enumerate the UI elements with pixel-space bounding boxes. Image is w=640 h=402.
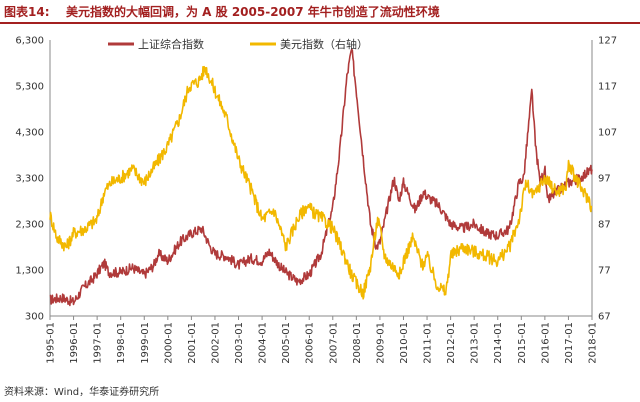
- x-tick-label: 1998-01: [116, 322, 127, 364]
- x-tick-label: 2003-01: [234, 322, 245, 364]
- x-tick-label: 2018-01: [588, 322, 599, 364]
- x-tick-label: 2006-01: [305, 322, 316, 364]
- left-y-tick-label: 5,300: [15, 82, 44, 93]
- x-tick-label: 2009-01: [375, 322, 386, 364]
- right-y-tick-label: 87: [598, 220, 611, 231]
- left-y-tick-label: 2,300: [15, 220, 44, 231]
- left-y-tick-label: 6,300: [15, 36, 44, 47]
- x-tick-label: 2004-01: [258, 322, 269, 364]
- right-y-tick-label: 117: [598, 82, 617, 93]
- x-tick-label: 2000-01: [163, 322, 174, 364]
- left-y-tick-label: 300: [25, 312, 44, 323]
- shanghai-index-line: [49, 48, 593, 307]
- x-tick-label: 1995-01: [46, 322, 57, 364]
- left-y-tick-label: 4,300: [15, 128, 44, 139]
- right-y-tick-label: 127: [598, 36, 617, 47]
- left-y-tick-label: 3,300: [15, 174, 44, 185]
- x-tick-label: 2010-01: [399, 322, 410, 364]
- x-tick-label: 2013-01: [470, 322, 481, 364]
- x-tick-label: 2012-01: [446, 322, 457, 364]
- right-y-tick-label: 97: [598, 174, 611, 185]
- right-y-tick-label: 77: [598, 266, 611, 277]
- chart-title: 美元指数的大幅回调，为 A 股 2005-2007 年牛市创造了流动性环境: [66, 5, 440, 19]
- figure-label: 图表14:: [4, 5, 50, 19]
- x-tick-label: 1997-01: [93, 322, 104, 364]
- x-tick-label: 2007-01: [328, 322, 339, 364]
- chart: 300 1,300 2,300 3,300 4,300 5,300 6,300 67 77 87 9…: [15, 36, 617, 364]
- dollar-index-line: [49, 65, 593, 300]
- legend-label-shanghai: 上证综合指数: [138, 37, 204, 51]
- left-y-tick-label: 1,300: [15, 266, 44, 277]
- right-y-tick-label: 67: [598, 312, 611, 323]
- x-tick-label: 2014-01: [493, 322, 504, 364]
- x-tick-label: 2015-01: [517, 322, 528, 364]
- x-tick-label: 2005-01: [281, 322, 292, 364]
- x-tick-label: 1996-01: [69, 322, 80, 364]
- x-tick-label: 2002-01: [210, 322, 221, 364]
- x-tick-label: 2008-01: [352, 322, 363, 364]
- source-note: 资料来源：Wind，华泰证券研究所: [4, 387, 160, 398]
- x-tick-label: 2017-01: [564, 322, 575, 364]
- x-tick-label: 2016-01: [540, 322, 551, 364]
- right-y-tick-label: 107: [598, 128, 617, 139]
- legend-label-dollar: 美元指数（右轴）: [280, 37, 368, 51]
- x-tick-label: 2011-01: [423, 322, 434, 364]
- x-tick-label: 2001-01: [187, 322, 198, 364]
- title-bar: 图表14: 美元指数的大幅回调，为 A 股 2005-2007 年牛市创造了流动…: [0, 0, 640, 24]
- x-tick-label: 1999-01: [140, 322, 151, 364]
